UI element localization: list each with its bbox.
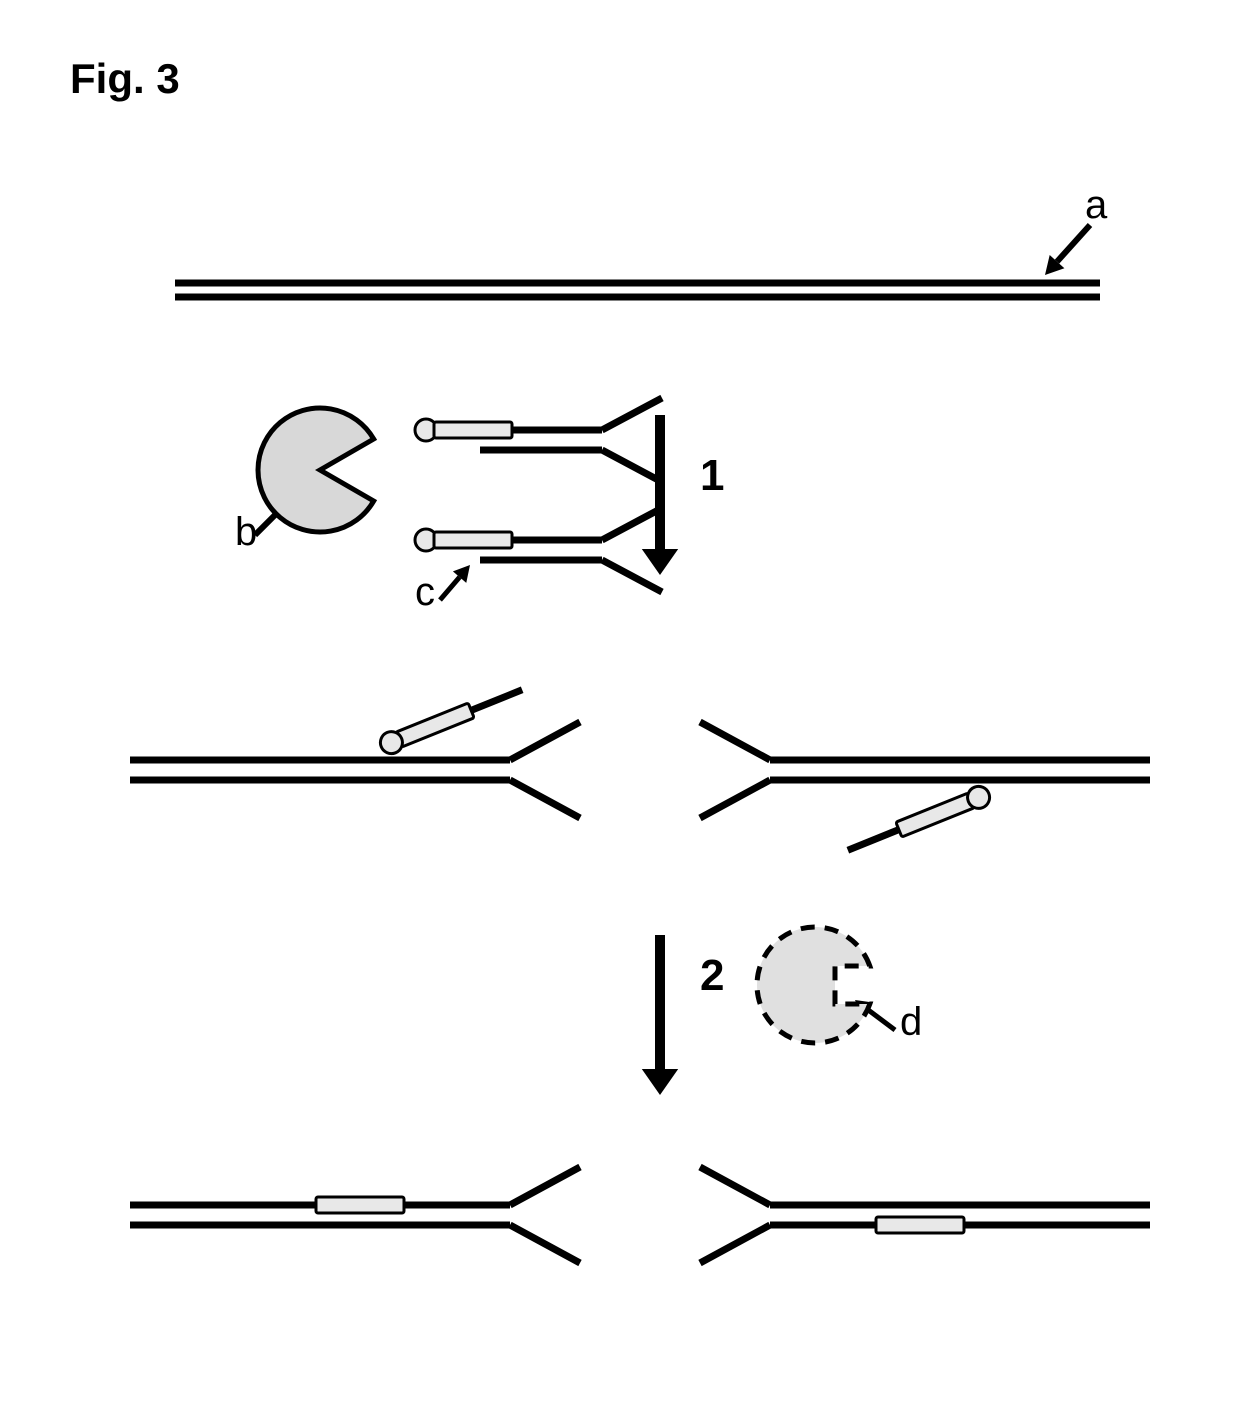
label-a: a [1085,183,1108,227]
label-b: b [235,510,257,554]
diagram-svg: a b c d 1 2 [0,0,1240,1418]
tag-rect-icon [434,532,512,548]
enzyme-pacman-icon [258,408,374,532]
tag-angled-icon [377,680,526,757]
tag-angled-icon [844,783,993,860]
tag-inline-icon [876,1217,964,1233]
enzyme-dashed-icon [757,927,870,1043]
label-d: d [900,1000,922,1044]
tag-rect-icon [434,422,512,438]
label-step-2: 2 [700,951,724,1000]
label-step-1: 1 [700,451,724,500]
tag-inline-icon [316,1197,404,1213]
label-c: c [415,570,435,614]
